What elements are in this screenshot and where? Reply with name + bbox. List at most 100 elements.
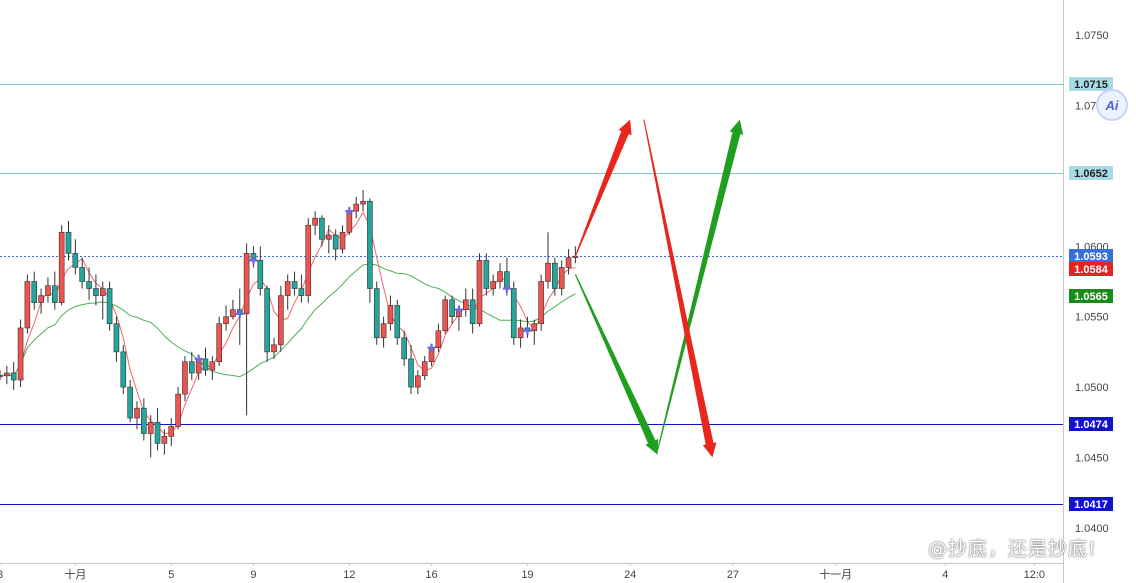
projection-arrow	[657, 119, 744, 451]
ma-price-tag-box	[1069, 262, 1113, 276]
level-tag-label: 1.0652	[1074, 168, 1108, 180]
candle-body	[141, 407, 147, 434]
candle	[545, 232, 551, 289]
projection-arrow	[574, 119, 632, 257]
candle-body	[264, 288, 270, 353]
candle	[182, 356, 188, 402]
cross-marker	[249, 256, 258, 265]
ma-price-tag-label: 1.0584	[1074, 264, 1109, 276]
candle	[558, 260, 565, 296]
candle-body	[168, 426, 175, 437]
candle-body	[387, 305, 394, 325]
current-price-tag-label: 1.0593	[1074, 251, 1108, 263]
price-tick-label: 1.0500	[1075, 382, 1109, 394]
time-tick-label: 9	[250, 569, 256, 581]
time-tick-label: 5	[168, 569, 174, 581]
candle-body	[483, 260, 490, 289]
candle-body	[572, 255, 579, 258]
candle	[435, 323, 442, 352]
candle	[373, 281, 380, 345]
candle	[469, 288, 476, 334]
signal-markers	[194, 207, 532, 363]
plot-background	[0, 0, 1063, 563]
time-tick-label: 12	[343, 569, 355, 581]
candle-body	[209, 361, 216, 371]
candle	[79, 257, 85, 289]
ma-price-tag-label: 1.0565	[1074, 291, 1108, 303]
candle-body	[360, 200, 366, 205]
candle-body	[312, 217, 318, 226]
level-tag-label: 1.0417	[1074, 499, 1108, 511]
candle	[113, 316, 120, 362]
candle	[0, 370, 3, 381]
candle	[490, 274, 497, 296]
candle	[65, 220, 72, 261]
candle-body	[565, 257, 572, 268]
candle-body	[216, 323, 222, 363]
candle	[120, 344, 127, 395]
level-tag-label: 1.0715	[1074, 79, 1108, 91]
cross-marker	[502, 284, 511, 293]
candle-body	[31, 281, 38, 303]
candle	[387, 295, 394, 331]
cross-marker	[427, 343, 436, 352]
level-tag-label: 1.0474	[1074, 419, 1109, 431]
candle	[442, 295, 449, 334]
cross-marker	[454, 305, 463, 314]
level-tag-box	[1069, 417, 1113, 431]
candle	[531, 319, 538, 345]
candle-body	[305, 224, 312, 296]
candle-body	[45, 285, 51, 296]
watermark-text: @抄底，还是抄底!	[928, 538, 1097, 560]
candle-body	[38, 295, 44, 303]
candle-body	[373, 288, 380, 339]
candle-body	[421, 361, 428, 377]
candle-body	[339, 231, 346, 250]
candle-body	[325, 234, 332, 240]
candle	[168, 418, 175, 447]
candle	[332, 229, 339, 261]
candle	[243, 243, 250, 416]
ma-price-tag-box	[1069, 289, 1113, 303]
candle	[154, 408, 161, 451]
ma-price-tag: 1.0565	[1069, 289, 1113, 303]
candle-body	[517, 327, 524, 339]
candle	[264, 285, 270, 362]
candle	[106, 281, 113, 331]
candle-body	[545, 262, 551, 282]
level-tag: 1.0474	[1069, 417, 1113, 431]
candle-body	[353, 203, 360, 212]
candle	[517, 319, 524, 348]
level-tag-box	[1069, 77, 1113, 91]
candle	[380, 316, 387, 348]
candle-body	[476, 260, 483, 325]
candle-body	[99, 288, 106, 296]
candle	[17, 319, 24, 388]
candle	[99, 281, 106, 320]
ai-assistant-button[interactable]: Ai	[1096, 89, 1128, 121]
level-tag: 1.0652	[1069, 166, 1113, 180]
candle	[284, 274, 291, 310]
candle	[497, 263, 503, 289]
time-axis[interactable]: 8 十月 5 9 12 16 19 24 27 十一月 4 12:0	[0, 563, 1045, 581]
candle-body	[538, 281, 544, 325]
candle-body	[401, 337, 407, 360]
candle	[462, 288, 469, 317]
candle-body	[558, 267, 565, 289]
candle-body	[380, 323, 387, 339]
projection-arrow	[574, 274, 659, 455]
candle	[209, 356, 216, 381]
candle-body	[415, 375, 421, 388]
candle	[161, 429, 168, 455]
cross-marker	[345, 207, 354, 216]
price-tick-label: 1.0400	[1075, 523, 1109, 535]
candle	[339, 225, 346, 254]
candle	[223, 305, 229, 331]
time-tick-label: 4	[942, 569, 948, 581]
time-tick-label: 16	[425, 569, 437, 581]
candle	[51, 271, 58, 310]
candle-body	[24, 281, 31, 329]
ma-price-tag: 1.0584	[1069, 262, 1113, 276]
cross-marker	[235, 309, 244, 318]
